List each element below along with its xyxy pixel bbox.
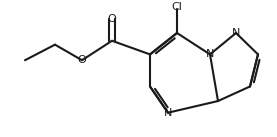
Text: N: N xyxy=(206,49,214,59)
Text: O: O xyxy=(108,14,116,24)
Text: N: N xyxy=(164,108,172,118)
Text: O: O xyxy=(78,55,86,65)
Text: N: N xyxy=(232,28,240,38)
Text: Cl: Cl xyxy=(171,2,183,12)
